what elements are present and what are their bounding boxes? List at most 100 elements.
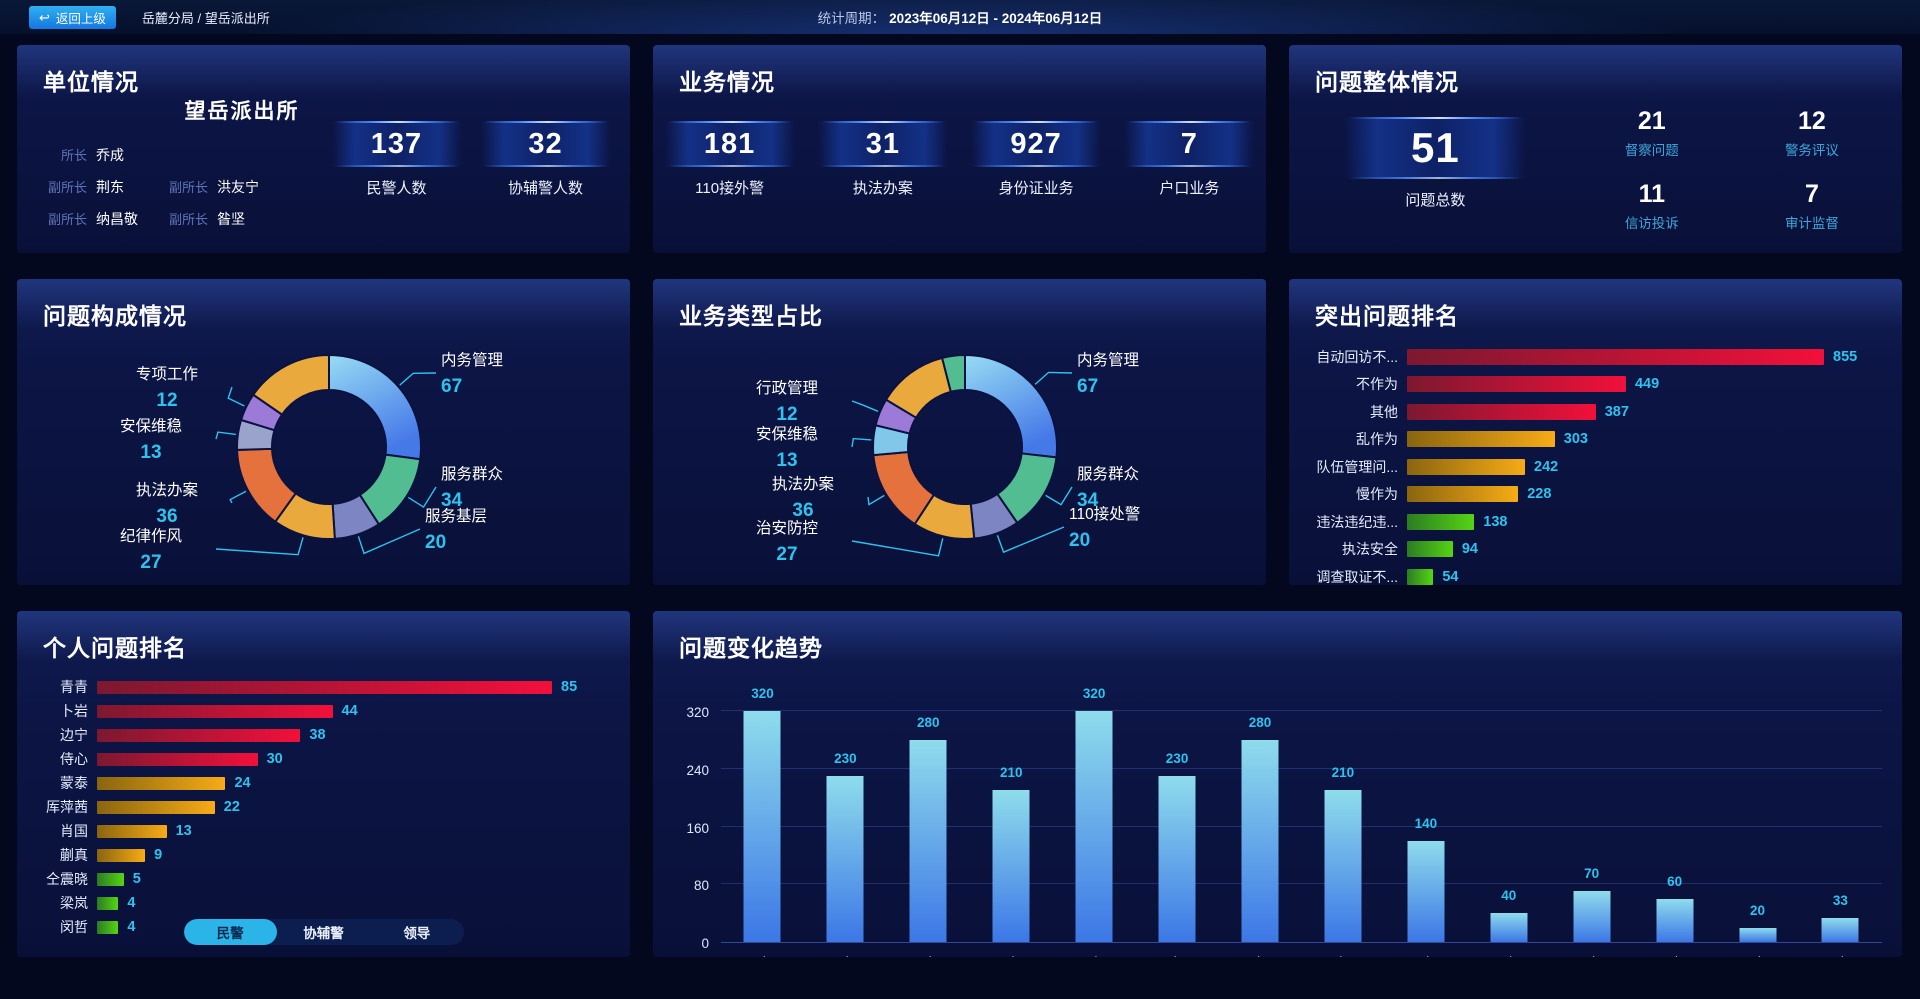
donut-label-value: 20 xyxy=(1069,530,1091,552)
stat-label: 户口业务 xyxy=(1159,180,1220,197)
donut-label-value: 20 xyxy=(425,532,447,554)
donut-label-name: 安保维稳 xyxy=(755,426,818,443)
stat-label: 信访投诉 xyxy=(1624,216,1679,231)
bar-value: 60 xyxy=(1667,873,1683,889)
bar xyxy=(97,704,333,718)
bar xyxy=(97,848,146,862)
donut-label: 治安防控 27 xyxy=(727,519,847,567)
bar-value: 4 xyxy=(127,895,136,911)
tab-leaders[interactable]: 领导 xyxy=(403,926,431,941)
bar-value: 387 xyxy=(1604,403,1629,420)
bar-value: 70 xyxy=(1584,866,1600,882)
bar-column: 280 xyxy=(1219,667,1302,942)
label-leader-line xyxy=(851,437,872,448)
bar-category-label: 仝震晓 xyxy=(46,871,88,887)
bar-track: 228 xyxy=(1407,486,1888,503)
bar-value: 140 xyxy=(1414,815,1438,831)
donut-label: 内务管理 67 xyxy=(1077,351,1187,399)
bar-track: 44 xyxy=(97,703,616,719)
x-axis-label: 2023年9月 xyxy=(1053,952,1136,957)
bar-value: 320 xyxy=(1082,686,1106,701)
bar-value: 54 xyxy=(1442,568,1459,585)
donut-label: 安保维稳 13 xyxy=(91,417,211,465)
bar-category-label: 卜岩 xyxy=(60,703,88,719)
y-axis-tick: 80 xyxy=(693,878,709,894)
bar-value: 449 xyxy=(1634,376,1660,393)
bar-track: 4 xyxy=(97,919,616,935)
bar-column: 210 xyxy=(1301,667,1384,942)
leader-item: 副所长 纳昌敬 xyxy=(39,209,138,229)
bar-row: 卜岩 44 xyxy=(23,699,616,723)
bar xyxy=(97,824,167,838)
bar-value: 230 xyxy=(1165,750,1189,766)
stat-value: 31 xyxy=(865,127,900,160)
y-axis-tick: 320 xyxy=(686,705,709,720)
bar xyxy=(1075,711,1113,942)
bar-value: 22 xyxy=(223,799,240,815)
bar-value: 33 xyxy=(1832,893,1848,909)
problems-total-value: 51 xyxy=(1411,124,1460,171)
donut-label-value: 27 xyxy=(776,544,798,566)
label-leader-line xyxy=(399,372,437,386)
bar-value: 138 xyxy=(1483,513,1508,530)
bar-category-label: 青青 xyxy=(60,679,88,695)
bar xyxy=(1407,486,1519,503)
donut-label-value: 13 xyxy=(140,442,162,464)
donut-label-name: 服务基层 xyxy=(425,508,488,525)
bar-row: 仝震晓 5 xyxy=(23,867,616,891)
bar xyxy=(743,711,781,942)
tab-auxiliary[interactable]: 协辅警 xyxy=(303,926,344,941)
panel-problem-trend: 问题变化趋势 0 80 160 240 320 320 230 280 210 320 230 280… xyxy=(653,611,1902,957)
bar-row: 其他 387 xyxy=(1295,398,1888,426)
tab-police[interactable]: 民警 xyxy=(183,919,277,945)
personal-ranking-tab-group: 民警 协辅警 领导 xyxy=(183,919,464,945)
label-leader-line xyxy=(215,431,236,440)
panel-title-problem-trend: 问题变化趋势 xyxy=(679,635,823,661)
panel-title-outstanding-problems: 突出问题排名 xyxy=(1315,303,1459,329)
bar-value: 38 xyxy=(309,727,326,743)
panel-problem-composition: 问题构成情况 内务管理 67 服务群众 34 服务基层 20 纪律作风 27 执法办案 36 安保维… xyxy=(17,279,630,585)
bar-value: 230 xyxy=(834,750,857,766)
donut-label-value: 67 xyxy=(1077,376,1099,398)
stat-plaque: 927 xyxy=(971,121,1102,167)
panel-title-problem-composition: 问题构成情况 xyxy=(43,303,187,329)
back-button[interactable]: ↩ 返回上级 xyxy=(29,5,116,29)
donut-label: 内务管理 67 xyxy=(441,351,551,399)
leader-name: 昝坚 xyxy=(217,211,245,227)
label-leader-line xyxy=(229,490,247,504)
bar-value: 280 xyxy=(1248,714,1272,730)
chart-body: 0 80 160 240 320 320 230 280 210 320 230 280 210 140 4… xyxy=(671,667,1882,951)
bar xyxy=(97,872,124,886)
stat-household: 7 户口业务 xyxy=(1124,121,1255,198)
bar-category-label: 梁岚 xyxy=(60,895,88,911)
bar-category-label: 不作为 xyxy=(1356,376,1398,393)
panel-outstanding-problems: 突出问题排名 自动回访不... 855 不作为 449 其他 387 乱作为 303 队伍管理问… xyxy=(1289,279,1902,585)
bar-row: 青青 85 xyxy=(23,675,616,699)
bar-column: 60 xyxy=(1633,667,1716,942)
leader-name: 乔成 xyxy=(96,147,124,163)
breadcrumb[interactable]: 岳麓分局 / 望岳派出所 xyxy=(141,10,270,26)
problems-total-label: 问题总数 xyxy=(1405,192,1466,209)
bar xyxy=(1739,927,1777,942)
bar-category-label: 厍萍茜 xyxy=(46,799,88,815)
stat-value: 137 xyxy=(370,127,423,160)
x-axis-label: 2024年1月 xyxy=(1384,952,1467,957)
x-axis-label: 2024年6月 xyxy=(1799,952,1882,957)
donut-label-name: 行政管理 xyxy=(755,380,818,397)
bar xyxy=(1407,840,1445,942)
bar-row: 厍萍茜 22 xyxy=(23,795,616,819)
x-axis-label: 2023年12月 xyxy=(1301,952,1384,957)
gridline xyxy=(721,767,1882,769)
bar-category-label: 蒙泰 xyxy=(60,775,88,791)
bar-value: 20 xyxy=(1750,902,1766,918)
label-leader-line xyxy=(357,528,421,555)
leader-item-empty xyxy=(160,145,259,165)
bar xyxy=(1158,775,1196,942)
bar xyxy=(1407,376,1626,393)
bar-row: 肖国 13 xyxy=(23,819,616,843)
bar-row: 自动回访不... 855 xyxy=(1295,343,1888,371)
donut-label-name: 110接处警 xyxy=(1069,506,1141,523)
bar-column: 140 xyxy=(1384,667,1467,942)
donut-label-name: 内务管理 xyxy=(1077,352,1140,369)
leader-role: 所长 xyxy=(60,148,87,163)
